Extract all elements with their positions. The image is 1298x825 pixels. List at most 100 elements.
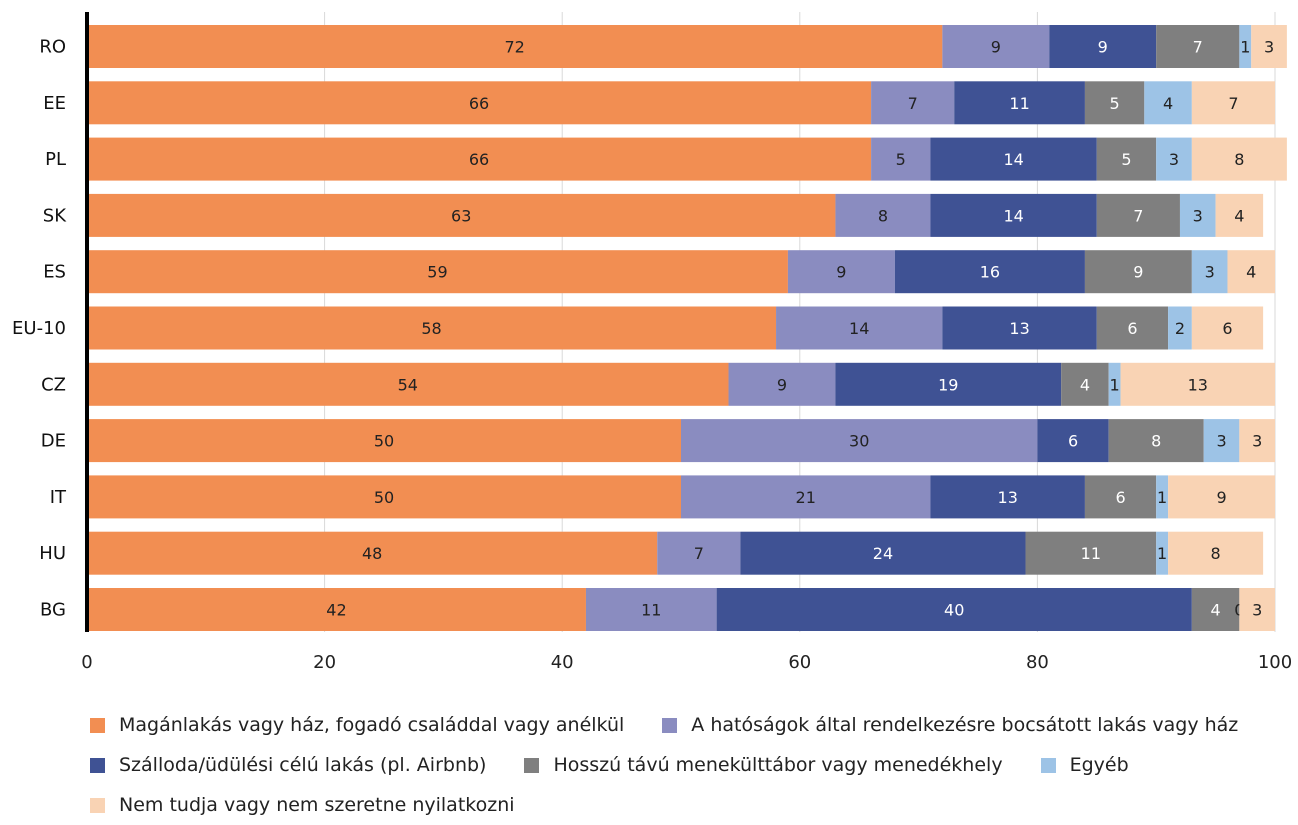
bar-segment [871,137,931,181]
data-label: 63 [451,206,471,225]
category-label: CZ [41,374,66,395]
data-label: 5 [896,150,906,169]
data-label: 6 [1127,319,1137,338]
bar-segment [87,137,872,181]
data-label: 14 [1003,206,1023,225]
bar-segment [894,250,1085,294]
x-tick-label: 40 [551,652,574,673]
bar-segment [835,193,931,237]
x-tick-label: 60 [788,652,811,673]
data-label: 9 [1098,38,1108,57]
bar-segment [1096,306,1169,350]
bar-segment [1239,25,1252,68]
data-label: 21 [796,488,816,507]
bar-segment [835,362,1062,406]
bar-segment [87,193,836,237]
bar-segment [930,193,1097,237]
bar-segment [728,362,836,406]
data-label: 4 [1080,375,1090,394]
bar-segment [657,531,741,575]
bar-segment [87,531,658,575]
bar-segment [871,81,955,125]
bar-segment [1096,193,1180,237]
data-label: 13 [1188,375,1208,394]
bar-segment [1168,531,1264,575]
data-label: 8 [878,206,888,225]
legend-row-1: Magánlakás vagy ház, fogadó családdal va… [90,705,1295,745]
data-label: 3 [1252,601,1262,620]
bar-segment [1191,137,1287,181]
legend-swatch [662,717,678,733]
legend-label: Egyéb [1069,754,1129,776]
bar-segment [942,25,1050,68]
data-label: 9 [1216,488,1226,507]
bar-segment [87,25,943,68]
category-label: HU [39,543,66,564]
bar-segment [1037,419,1109,463]
bar-segment [1096,137,1157,181]
legend: Magánlakás vagy ház, fogadó családdal va… [90,705,1295,825]
data-label: 3 [1252,432,1262,451]
bar-segment [681,419,1038,463]
bar-segment [1251,25,1287,68]
category-label: IT [50,487,67,508]
bar-segment [585,588,717,631]
bar-segment [1239,419,1275,463]
category-label: BG [40,600,66,621]
data-label: 11 [1009,94,1029,113]
bar-segment [787,250,895,294]
data-label: 30 [849,432,869,451]
data-label: 1 [1240,38,1250,57]
data-label: 4 [1246,263,1256,282]
bar-segment [87,250,788,294]
bar-segment [930,475,1085,519]
bar-segment [1227,250,1275,294]
data-label: 9 [777,375,787,394]
data-label: 50 [374,488,394,507]
bar-segment [1156,531,1169,575]
legend-label: Szálloda/üdülési célú lakás (pl. Airbnb) [119,754,487,776]
bar-segment [1049,25,1157,68]
data-label: 14 [1003,150,1023,169]
category-label: DE [41,431,66,452]
data-label: 8 [1234,150,1244,169]
legend-swatch [90,757,105,773]
bar-segment [1168,475,1275,519]
bar-segment [1191,81,1275,125]
data-label: 9 [1133,263,1143,282]
data-label: 24 [873,544,893,563]
data-label: 3 [1216,432,1226,451]
legend-row-2: Szálloda/üdülési célú lakás (pl. Airbnb)… [90,745,1295,785]
data-label: 48 [362,544,382,563]
bar-segment [930,137,1097,181]
bar-segment [1168,306,1192,350]
bar-segment [1191,306,1264,350]
bar-segment [1191,250,1228,294]
data-label: 72 [505,38,525,57]
legend-label: A hatóságok által rendelkezésre bocsátot… [691,714,1239,736]
data-label: 7 [908,94,918,113]
legend-label: Magánlakás vagy ház, fogadó családdal va… [119,714,625,736]
data-label: 7 [1193,38,1203,57]
bar-segment [1108,362,1121,406]
bar-segment [1191,588,1240,631]
bar-segment [1156,475,1169,519]
bar-segment [1156,137,1192,181]
data-label: 16 [980,263,1000,282]
legend-item-no-answer: Nem tudja vagy nem szeretne nyilatkozni [90,794,515,816]
bar-segment [1179,193,1216,237]
data-label: 66 [469,94,489,113]
bar-segment [716,588,1192,631]
data-label: 58 [421,319,441,338]
x-tick-label: 80 [1026,652,1049,673]
bar-segment [1203,419,1240,463]
data-label: 7 [1133,206,1143,225]
legend-swatch [524,757,540,773]
bar-segment [1215,193,1264,237]
x-tick-label: 0 [81,652,92,673]
bar-segment [87,81,872,125]
legend-row-3: Nem tudja vagy nem szeretne nyilatkozni [90,785,1295,825]
legend-item-private-housing: Magánlakás vagy ház, fogadó családdal va… [90,714,624,736]
data-label: 3 [1169,150,1179,169]
